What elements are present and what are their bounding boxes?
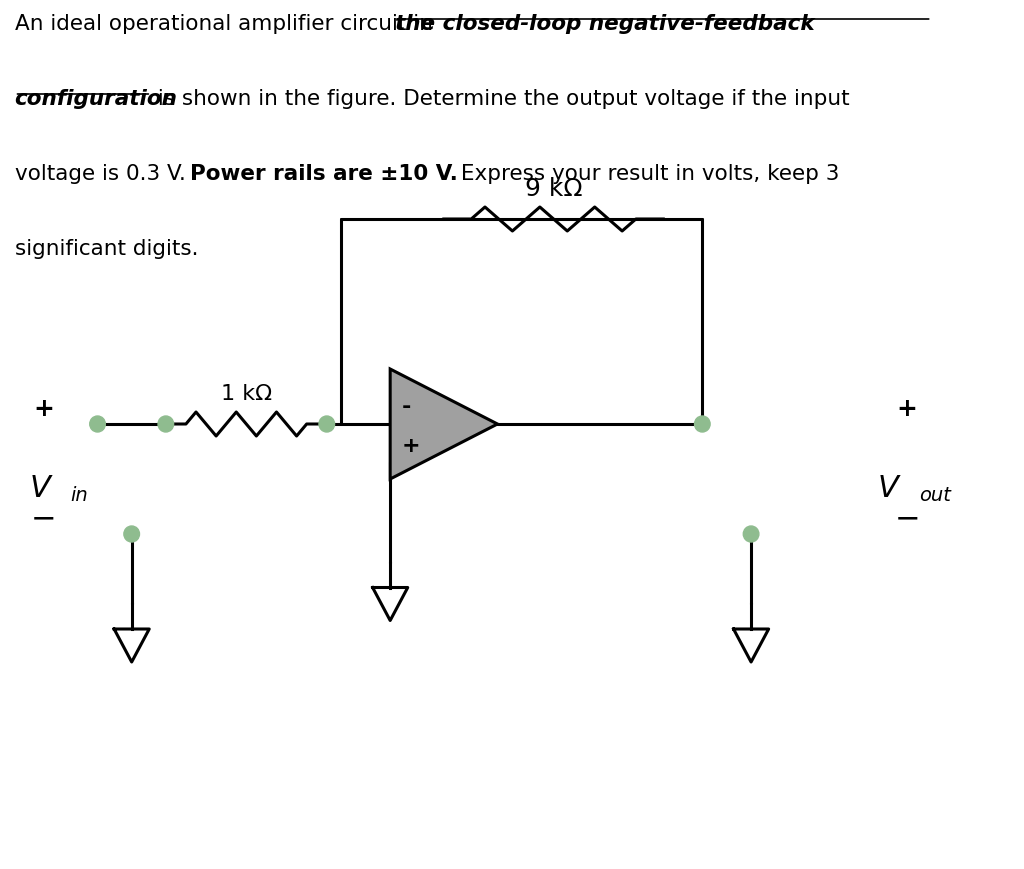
Circle shape bbox=[694, 416, 710, 432]
Text: −: − bbox=[894, 505, 920, 534]
Text: Power rails are ±10 V.: Power rails are ±10 V. bbox=[190, 164, 458, 184]
Text: +: + bbox=[34, 397, 54, 421]
Text: -: - bbox=[401, 397, 412, 417]
Text: +: + bbox=[401, 436, 421, 456]
Text: −: − bbox=[31, 505, 56, 534]
Text: V: V bbox=[30, 474, 50, 503]
Text: voltage is 0.3 V.: voltage is 0.3 V. bbox=[14, 164, 193, 184]
Text: is shown in the figure. Determine the output voltage if the input: is shown in the figure. Determine the ou… bbox=[152, 89, 850, 109]
Text: An ideal operational amplifier circuit in: An ideal operational amplifier circuit i… bbox=[14, 14, 439, 34]
Text: Express your result in volts, keep 3: Express your result in volts, keep 3 bbox=[454, 164, 839, 184]
Circle shape bbox=[318, 416, 335, 432]
Circle shape bbox=[743, 526, 759, 542]
Text: +: + bbox=[897, 397, 918, 421]
Text: 1 kΩ: 1 kΩ bbox=[221, 384, 271, 404]
Polygon shape bbox=[390, 369, 498, 479]
Text: configuration: configuration bbox=[14, 89, 177, 109]
Text: V: V bbox=[878, 474, 899, 503]
Text: out: out bbox=[919, 486, 950, 505]
Text: significant digits.: significant digits. bbox=[14, 239, 198, 259]
Circle shape bbox=[158, 416, 174, 432]
Circle shape bbox=[90, 416, 105, 432]
Circle shape bbox=[124, 526, 139, 542]
Text: 9 kΩ: 9 kΩ bbox=[524, 177, 583, 201]
Text: the closed-loop negative-feedback: the closed-loop negative-feedback bbox=[395, 14, 815, 34]
Text: in: in bbox=[71, 486, 88, 505]
